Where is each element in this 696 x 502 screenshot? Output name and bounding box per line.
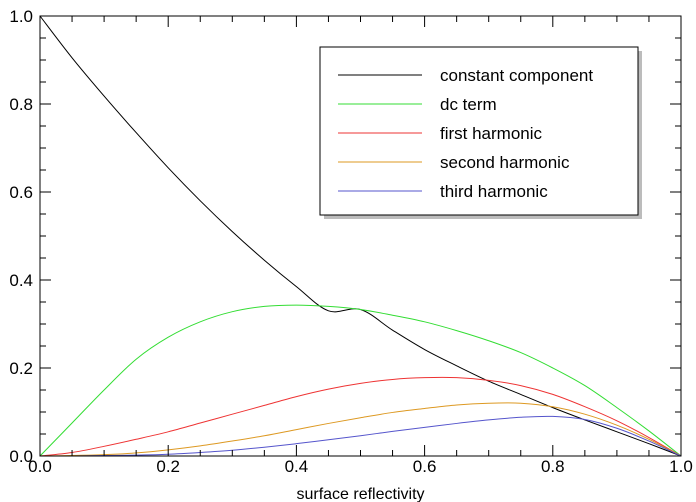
axis-ticks <box>39 15 682 457</box>
series-line-second-harmonic <box>39 402 682 457</box>
y-tick-label: 0.2 <box>9 359 33 378</box>
x-tick-label: 0.4 <box>285 457 309 476</box>
legend-label-dc-term: dc term <box>440 95 497 114</box>
legend-label-second-harmonic: second harmonic <box>440 153 570 172</box>
y-tick-label: 1.0 <box>9 7 33 26</box>
legend-label-third-harmonic: third harmonic <box>440 182 548 201</box>
x-tick-label: 0.2 <box>156 457 180 476</box>
x-axis-label: surface reflectivity <box>296 486 424 502</box>
y-tick-label: 0.8 <box>9 95 33 114</box>
x-tick-label: 0.8 <box>541 457 565 476</box>
y-tick-label: 0.0 <box>9 447 33 466</box>
x-tick-label: 0.0 <box>28 457 52 476</box>
plot-lines <box>39 15 682 457</box>
x-tick-label: 0.6 <box>413 457 437 476</box>
y-tick-label: 0.4 <box>9 271 33 290</box>
series-line-first-harmonic <box>39 376 682 457</box>
x-tick-label: 1.0 <box>669 457 693 476</box>
legend-label-first-harmonic: first harmonic <box>440 124 543 143</box>
series-line-dc-term <box>39 304 682 457</box>
series-line-third-harmonic <box>39 415 682 457</box>
legend: constant component dc term first harmonic s… <box>319 46 642 219</box>
axis-tick-labels: 0.0 0.2 0.4 0.6 0.8 1.0 0.0 0.2 0.4 0.6 0.8 1.0 <box>9 7 692 476</box>
y-tick-label: 0.6 <box>9 183 33 202</box>
legend-label-constant-component: constant component <box>440 66 593 85</box>
